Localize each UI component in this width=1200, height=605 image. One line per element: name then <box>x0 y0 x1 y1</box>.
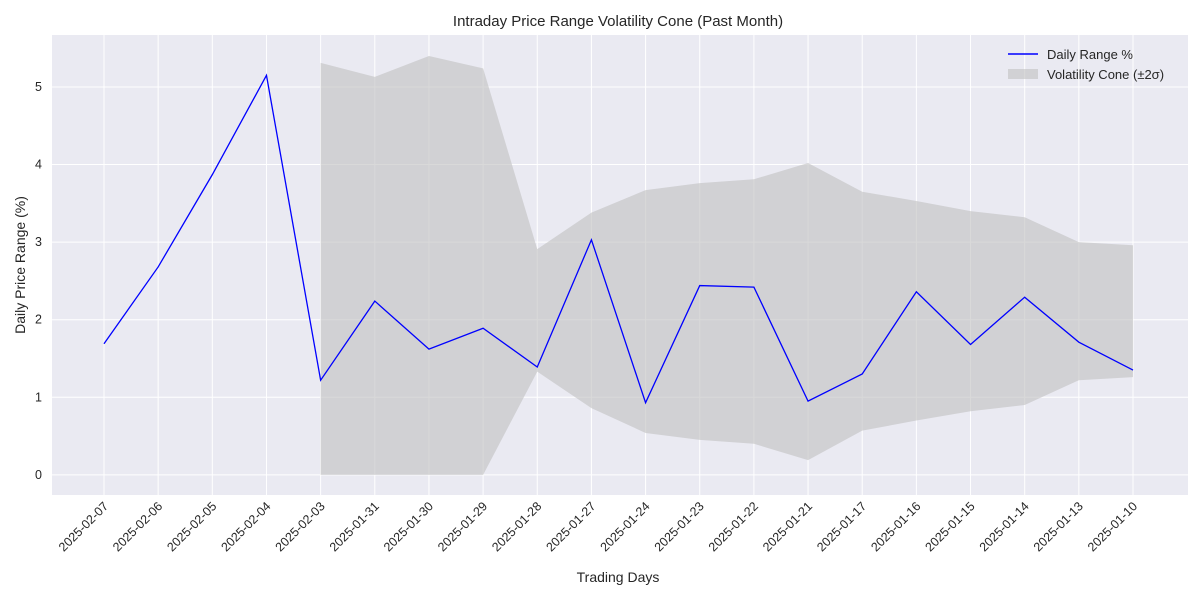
y-tick-label: 1 <box>35 390 42 404</box>
x-tick-label: 2025-01-28 <box>489 499 544 554</box>
legend-label-volatility-cone: Volatility Cone (±2σ) <box>1047 67 1164 82</box>
x-tick-label: 2025-01-24 <box>598 499 653 554</box>
x-tick-label: 2025-01-23 <box>652 499 707 554</box>
x-tick-label: 2025-02-07 <box>56 499 111 554</box>
y-tick-label: 5 <box>35 80 42 94</box>
x-tick-label: 2025-01-29 <box>435 499 490 554</box>
legend-label-daily-range: Daily Range % <box>1047 47 1133 62</box>
x-tick-label: 2025-01-27 <box>543 499 598 554</box>
x-tick-label: 2025-02-04 <box>218 499 273 554</box>
x-axis-label: Trading Days <box>577 569 660 585</box>
x-tick-label: 2025-01-10 <box>1085 499 1140 554</box>
x-tick-label: 2025-01-31 <box>327 499 382 554</box>
legend-band-swatch <box>1008 69 1038 79</box>
chart-title: Intraday Price Range Volatility Cone (Pa… <box>453 13 783 30</box>
x-tick-label: 2025-02-06 <box>110 499 165 554</box>
y-tick-label: 0 <box>35 468 42 482</box>
x-tick-label: 2025-01-22 <box>706 499 761 554</box>
x-tick-label: 2025-01-13 <box>1031 499 1086 554</box>
x-tick-label: 2025-01-14 <box>977 499 1032 554</box>
x-tick-label: 2025-01-17 <box>814 499 869 554</box>
x-tick-label: 2025-02-05 <box>164 499 219 554</box>
x-tick-label: 2025-02-03 <box>273 499 328 554</box>
y-axis-label: Daily Price Range (%) <box>12 196 28 334</box>
x-tick-label: 2025-01-16 <box>868 499 923 554</box>
y-tick-label: 3 <box>35 235 42 249</box>
y-tick-label: 2 <box>35 313 42 327</box>
x-tick-label: 2025-01-21 <box>760 499 815 554</box>
x-tick-label: 2025-01-30 <box>381 499 436 554</box>
x-tick-label: 2025-01-15 <box>923 499 978 554</box>
y-tick-label: 4 <box>35 158 42 172</box>
